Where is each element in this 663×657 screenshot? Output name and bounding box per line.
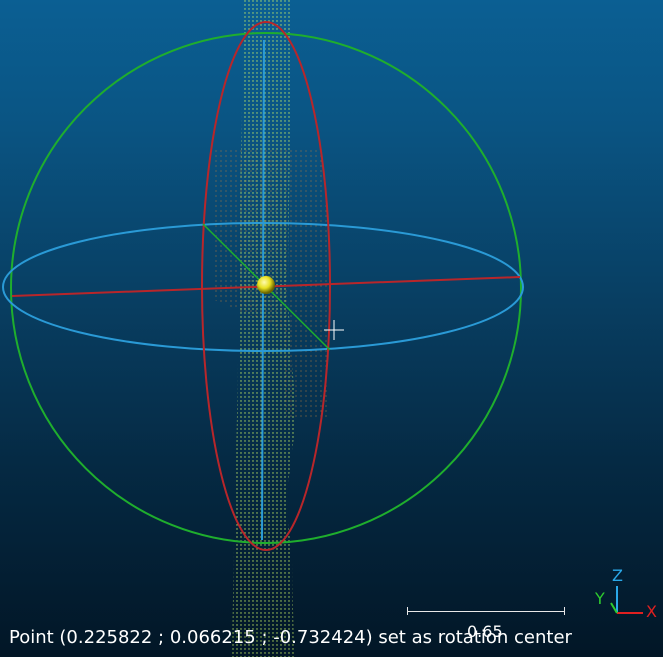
axis-trihedron-lines bbox=[610, 586, 643, 614]
scale-bar-tick-left bbox=[407, 607, 408, 615]
axis-trihedron: Z Y X bbox=[590, 566, 660, 622]
scale-bar-label: 0.65 bbox=[467, 622, 503, 641]
rotation-center-marker[interactable] bbox=[257, 276, 275, 294]
rotation-sphere-outline bbox=[10, 32, 522, 544]
mouse-crosshair-icon bbox=[324, 320, 344, 340]
scale-bar-line bbox=[407, 611, 565, 612]
axis-y-label: Y bbox=[595, 589, 605, 608]
vertical-ring[interactable] bbox=[201, 21, 331, 551]
scale-bar bbox=[407, 607, 565, 615]
axis-x-label: X bbox=[646, 602, 657, 621]
scale-bar-tick-right bbox=[564, 607, 565, 615]
status-message: Point (0.225822 ; 0.066215 ; -0.732424) … bbox=[9, 627, 572, 648]
axis-z-label: Z bbox=[612, 566, 623, 585]
